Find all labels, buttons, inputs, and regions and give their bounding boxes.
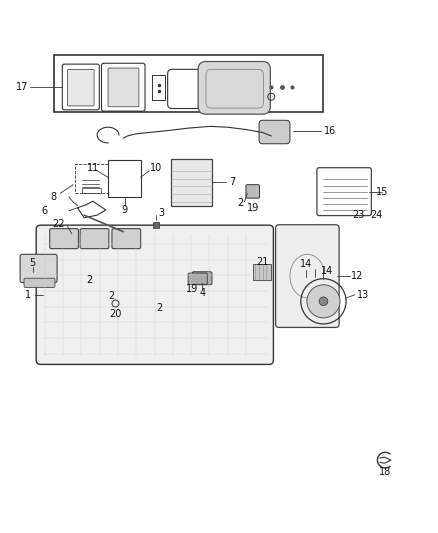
Bar xyxy=(152,75,166,100)
Text: 13: 13 xyxy=(357,290,369,300)
FancyBboxPatch shape xyxy=(108,68,139,107)
FancyBboxPatch shape xyxy=(36,225,273,365)
Text: 15: 15 xyxy=(376,187,389,197)
Bar xyxy=(53,55,323,112)
FancyBboxPatch shape xyxy=(259,120,290,144)
Text: 4: 4 xyxy=(199,288,205,298)
Text: 19: 19 xyxy=(186,284,198,294)
Text: 21: 21 xyxy=(256,257,268,267)
Bar xyxy=(75,164,108,193)
Text: 14: 14 xyxy=(300,260,312,269)
Text: 2: 2 xyxy=(237,198,243,208)
Bar xyxy=(82,188,102,192)
Text: 16: 16 xyxy=(324,126,336,136)
FancyBboxPatch shape xyxy=(80,229,109,249)
Text: 20: 20 xyxy=(109,309,122,319)
Bar xyxy=(171,158,212,206)
FancyBboxPatch shape xyxy=(276,225,339,327)
Circle shape xyxy=(319,297,328,305)
Text: 23: 23 xyxy=(352,210,364,220)
Text: 22: 22 xyxy=(53,219,65,229)
Text: 10: 10 xyxy=(150,163,162,173)
Text: 19: 19 xyxy=(247,203,259,213)
Text: 2: 2 xyxy=(86,276,92,286)
FancyBboxPatch shape xyxy=(188,273,207,284)
FancyBboxPatch shape xyxy=(246,184,259,198)
FancyBboxPatch shape xyxy=(192,272,212,285)
Text: 17: 17 xyxy=(16,82,28,92)
Text: 24: 24 xyxy=(371,210,383,220)
Text: 9: 9 xyxy=(121,205,127,215)
FancyBboxPatch shape xyxy=(112,229,141,249)
FancyBboxPatch shape xyxy=(20,254,57,282)
Circle shape xyxy=(307,285,340,318)
Text: 11: 11 xyxy=(87,163,99,173)
Text: 2: 2 xyxy=(108,291,114,301)
Text: 2: 2 xyxy=(156,303,162,313)
Text: 14: 14 xyxy=(321,266,333,276)
Text: 18: 18 xyxy=(379,467,392,477)
Text: 6: 6 xyxy=(42,206,48,216)
FancyBboxPatch shape xyxy=(198,61,270,114)
Text: 12: 12 xyxy=(351,271,364,281)
FancyBboxPatch shape xyxy=(24,278,55,287)
Text: 1: 1 xyxy=(25,290,32,300)
Text: 5: 5 xyxy=(30,258,36,268)
Text: 8: 8 xyxy=(50,192,57,202)
Bar xyxy=(253,264,271,280)
Text: 7: 7 xyxy=(229,176,235,187)
FancyBboxPatch shape xyxy=(67,69,94,106)
FancyBboxPatch shape xyxy=(49,229,78,249)
Bar xyxy=(108,160,141,197)
Text: 3: 3 xyxy=(159,208,165,219)
